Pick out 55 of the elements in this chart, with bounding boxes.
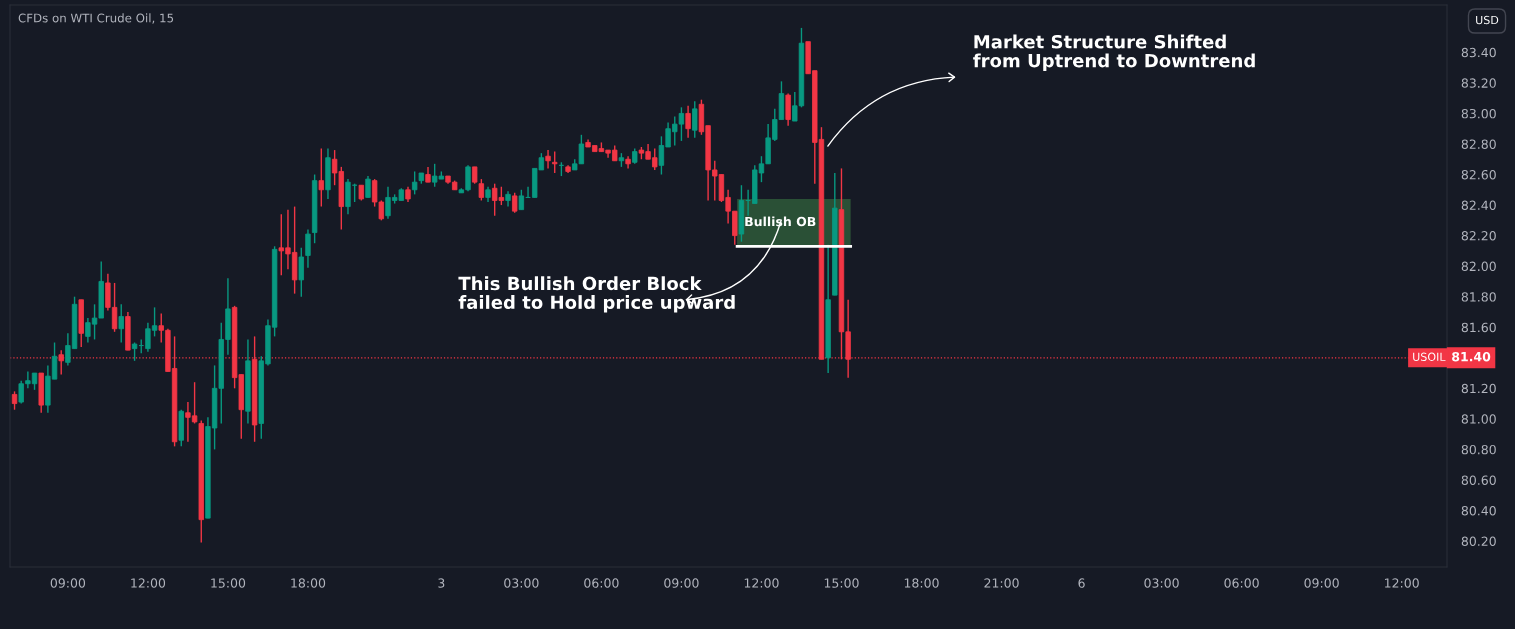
text: CFDs on WTI Crude Oil, 15 bbox=[18, 13, 174, 24]
x-tick-label: 03:00 bbox=[504, 578, 539, 588]
y-tick-label: 83.00 bbox=[1461, 108, 1496, 119]
candlestick bbox=[298, 247, 304, 298]
candlestick bbox=[318, 147, 324, 208]
candlestick bbox=[58, 349, 64, 376]
candlestick bbox=[478, 178, 485, 202]
y-tick-label: 82.20 bbox=[1461, 231, 1496, 241]
candlestick bbox=[692, 100, 698, 139]
y-tick-label: 81.00 bbox=[1461, 414, 1496, 424]
candlestick bbox=[545, 149, 551, 170]
x-tick-label: 21:00 bbox=[984, 578, 1019, 588]
x-tick-label: 15:00 bbox=[211, 578, 246, 588]
y-tick-label: 80.20 bbox=[1461, 536, 1496, 546]
candlestick bbox=[365, 175, 371, 199]
candlestick bbox=[305, 228, 311, 269]
annotation: Market Structure Shifted from Uptrend to Downtrend bbox=[973, 34, 1255, 71]
x-tick-label: 06:00 bbox=[584, 578, 619, 588]
annotation: This Bullish Order Block failed to Hold price upward bbox=[458, 276, 735, 313]
y-tick-label: 81.60 bbox=[1461, 322, 1496, 333]
y-tick-label: 82.40 bbox=[1461, 200, 1496, 210]
y-tick-label: 83.20 bbox=[1461, 78, 1496, 88]
x-tick-label: 09:00 bbox=[50, 578, 86, 588]
y-tick-label: 82.00 bbox=[1461, 261, 1496, 272]
x-tick-label: 12:00 bbox=[131, 578, 166, 588]
candlestick bbox=[11, 390, 18, 411]
y-tick-label: 80.40 bbox=[1461, 505, 1496, 516]
x-tick-label: 09:00 bbox=[664, 578, 699, 588]
y-tick-label: 82.60 bbox=[1461, 169, 1496, 180]
x-tick-label: 09:00 bbox=[1304, 578, 1339, 588]
candlestick bbox=[685, 105, 691, 139]
candlestick bbox=[118, 303, 124, 344]
x-tick-label: 03:00 bbox=[1144, 578, 1179, 588]
ref-line-label: USOIL bbox=[1413, 352, 1446, 361]
y-tick-label: 82.80 bbox=[1461, 139, 1496, 149]
x-tick-label: 15:00 bbox=[824, 578, 859, 588]
x-tick-label: 18:00 bbox=[904, 578, 939, 588]
y-tick-label: 83.40 bbox=[1461, 47, 1496, 58]
candlestick bbox=[518, 189, 525, 211]
text: USD bbox=[1476, 15, 1499, 25]
x-tick-label: 12:00 bbox=[1385, 578, 1419, 588]
y-tick-label: 80.60 bbox=[1461, 475, 1496, 485]
text: 81.40 bbox=[1452, 351, 1491, 362]
candlestick bbox=[552, 150, 558, 174]
x-tick-label: 6 bbox=[1078, 578, 1085, 588]
y-tick-label: 81.80 bbox=[1461, 292, 1496, 302]
x-tick-label: 12:00 bbox=[744, 578, 779, 588]
x-tick-label: 3 bbox=[438, 578, 445, 588]
x-tick-label: 18:00 bbox=[291, 578, 326, 588]
y-tick-label: 80.80 bbox=[1461, 444, 1496, 455]
y-tick-label: 81.20 bbox=[1461, 383, 1496, 394]
candlestick bbox=[411, 170, 418, 196]
candlestick bbox=[512, 192, 518, 214]
band-label: Bullish OB bbox=[745, 216, 816, 227]
x-tick-label: 06:00 bbox=[1224, 578, 1259, 588]
